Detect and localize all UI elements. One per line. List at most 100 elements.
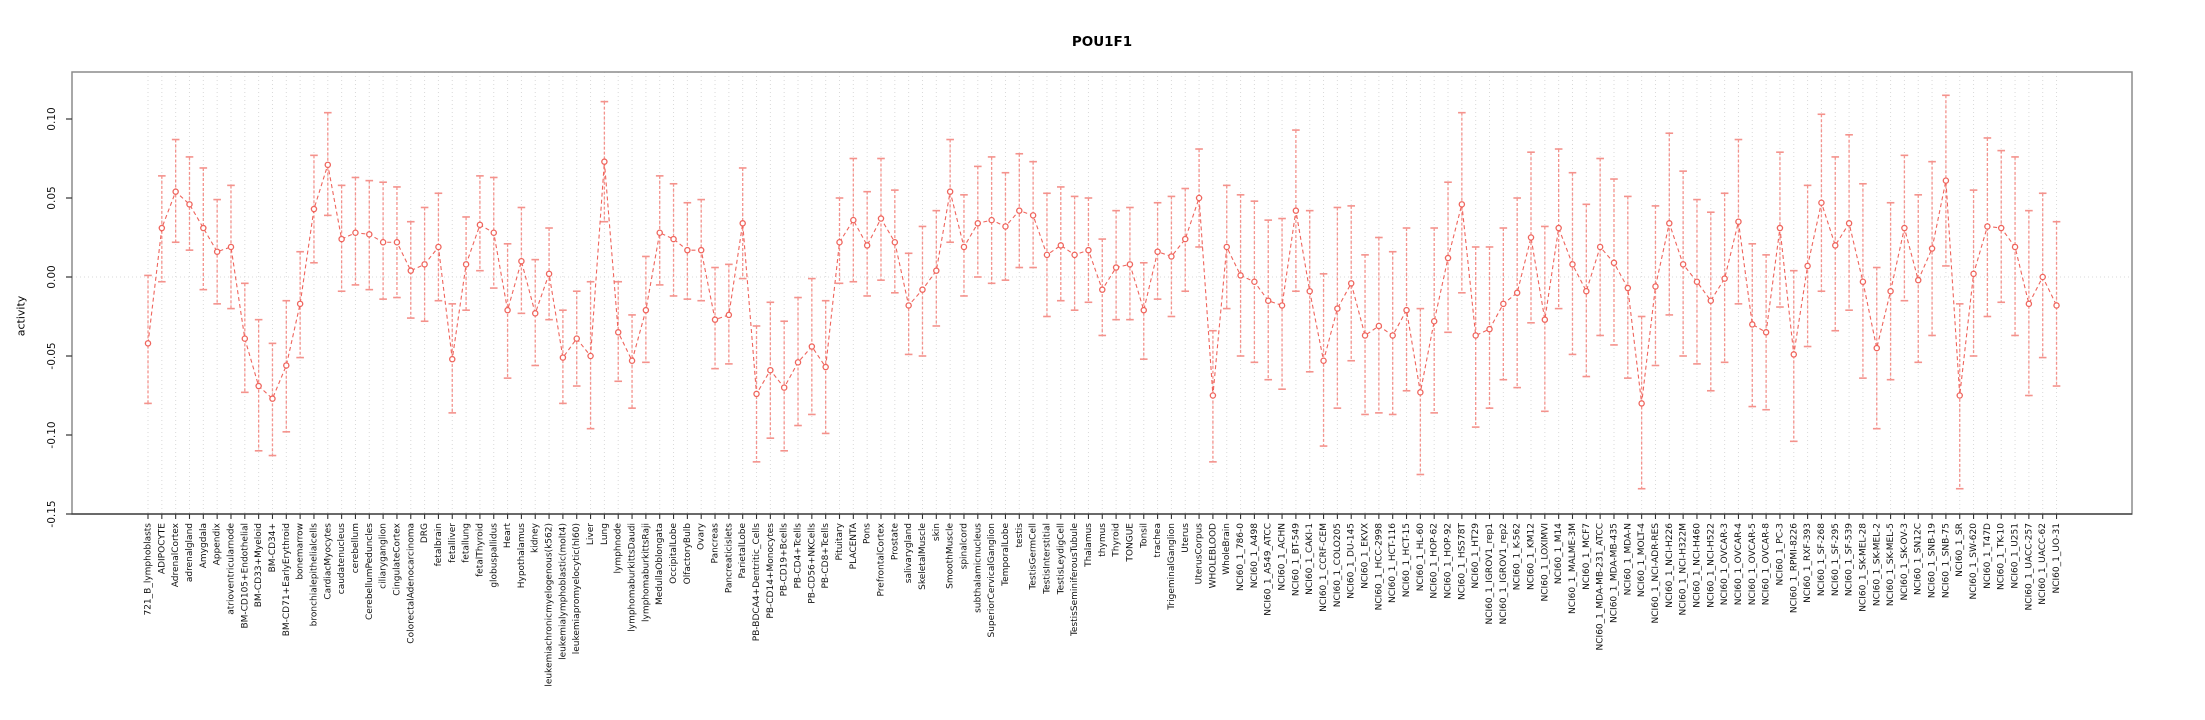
x-tick-label: NCI60_1_SF-268 <box>1817 523 1827 596</box>
x-tick-label: UterusCorpus <box>1195 523 1205 585</box>
x-tick-label: Uterus <box>1181 523 1191 553</box>
x-tick-label: NCI60_1_SNB-19 <box>1928 523 1938 598</box>
x-tick-label: MedullaOblongata <box>655 523 665 605</box>
x-tick-label: NCI60_1_M14 <box>1554 523 1564 584</box>
data-point <box>1776 224 1784 232</box>
x-tick-label: NCI60_1_SK-OV-3 <box>1900 523 1910 601</box>
x-tick-label: OccipitalLobe <box>669 523 679 584</box>
data-point <box>711 316 719 323</box>
x-tick-label: PB-CD14+Monocytes <box>766 523 776 619</box>
data-point <box>1652 283 1659 290</box>
x-tick-label: NCI60_1_SN12C <box>1914 523 1924 595</box>
x-tick-label: NCI60_1_NCI-H226 <box>1665 523 1675 608</box>
data-point <box>1029 212 1037 219</box>
x-tick-label: NCI60_1_OVCAR-4 <box>1734 523 1744 606</box>
x-tick-label: salivarygland <box>904 523 914 583</box>
x-tick-label: NCI60_1_OVCAR-8 <box>1762 523 1772 606</box>
x-tick-label: BM-CD33+Myeloid <box>254 523 264 607</box>
x-tick-label: TrigeminalGanglion <box>1167 523 1177 611</box>
x-tick-label: TONGUE <box>1125 523 1135 563</box>
data-point <box>933 267 940 274</box>
data-point <box>850 216 857 224</box>
y-tick-label: -0.15 <box>46 500 58 527</box>
x-tick-label: NCI60_1_MCF7 <box>1582 523 1592 590</box>
x-tick-label: lymphomaburkittsDaudi <box>628 523 638 632</box>
x-tick-label: TemporalLobe <box>1001 523 1011 587</box>
data-point <box>2011 243 2019 251</box>
data-point <box>1583 287 1590 295</box>
data-point <box>1845 220 1853 227</box>
data-point <box>1513 289 1521 297</box>
data-point <box>421 261 428 268</box>
data-point <box>186 201 193 208</box>
data-point <box>449 355 456 363</box>
x-tick-label: kidney <box>531 522 541 553</box>
x-tick-label: NCI60_1_CAKI-1 <box>1305 523 1315 595</box>
x-tick-label: CingulateCortex <box>392 522 402 595</box>
x-tick-label: testis <box>1015 523 1025 548</box>
data-point <box>670 235 677 243</box>
data-point <box>144 340 152 347</box>
data-point <box>1679 261 1687 268</box>
data-point <box>573 335 580 342</box>
data-point <box>1154 248 1161 255</box>
data-point <box>1569 261 1576 268</box>
data-point <box>366 231 373 238</box>
data-point <box>1472 332 1479 339</box>
data-point <box>1500 300 1507 308</box>
x-tick-label: PB-CD56+NKCells <box>807 523 817 604</box>
x-tick-label: NCI60_1_A498 <box>1250 523 1260 588</box>
data-point <box>1638 400 1645 407</box>
data-point <box>462 261 470 268</box>
data-point <box>1818 199 1825 206</box>
x-tick-label: TestisLeydigCell <box>1056 523 1066 595</box>
x-tick-label: NCI60_1_SW-620 <box>1969 523 1979 600</box>
data-point <box>946 188 954 195</box>
x-tick-label: TestisSeminiferousTubule <box>1070 523 1080 637</box>
data-point <box>269 395 276 402</box>
x-tick-label: NCI60_1_MOLT-4 <box>1637 523 1647 597</box>
data-point <box>1403 306 1410 314</box>
data-point <box>1209 392 1217 399</box>
data-point <box>255 382 262 390</box>
x-tick-label: Pancreaticislets <box>724 523 734 593</box>
x-tick-label: Appendix <box>213 522 223 565</box>
data-point <box>919 286 926 293</box>
data-point <box>1292 207 1300 214</box>
x-tick-label: NCI60_1_K-562 <box>1513 523 1523 590</box>
data-point <box>1251 278 1258 285</box>
data-point <box>1596 243 1604 251</box>
data-point <box>1444 254 1452 262</box>
x-tick-label: Prostate <box>890 523 900 561</box>
series-line <box>147 161 2058 404</box>
x-tick-label: PLACENTA <box>849 522 859 569</box>
data-point <box>518 257 525 265</box>
x-tick-label: NCI60_1_HCT-15 <box>1402 523 1412 597</box>
x-tick-label: skin <box>932 523 942 541</box>
data-point <box>1735 218 1742 225</box>
data-point <box>1057 242 1065 249</box>
x-tick-label: PB-CD4+Tcells <box>794 523 804 589</box>
x-tick-label: PB-BDCA4+Dentritic_Cells <box>752 523 762 642</box>
data-point <box>2039 273 2046 281</box>
data-point <box>1693 278 1701 285</box>
data-point <box>435 243 442 251</box>
data-point <box>794 359 802 366</box>
x-tick-label: trachea <box>1153 523 1163 557</box>
data-point <box>836 238 843 246</box>
x-tick-label: NCI60_1_OVCAR-5 <box>1748 523 1758 605</box>
data-point <box>2025 300 2033 308</box>
x-tick-label: thymus <box>1098 523 1108 557</box>
data-point <box>877 215 885 222</box>
data-point <box>822 363 829 371</box>
x-tick-label: leukemialymphoblastic(molt4) <box>558 523 568 660</box>
data-point <box>1859 278 1867 285</box>
data-point <box>393 238 401 246</box>
x-tick-label: adrenalgland <box>185 523 195 582</box>
x-tick-label: NCI60_1_HOP-92 <box>1444 523 1454 599</box>
x-tick-label: ParietalLobe <box>738 523 748 579</box>
data-point <box>1997 224 2005 232</box>
x-tick-label: NCI60_1_T47D <box>1983 523 1993 589</box>
data-point <box>656 229 663 237</box>
